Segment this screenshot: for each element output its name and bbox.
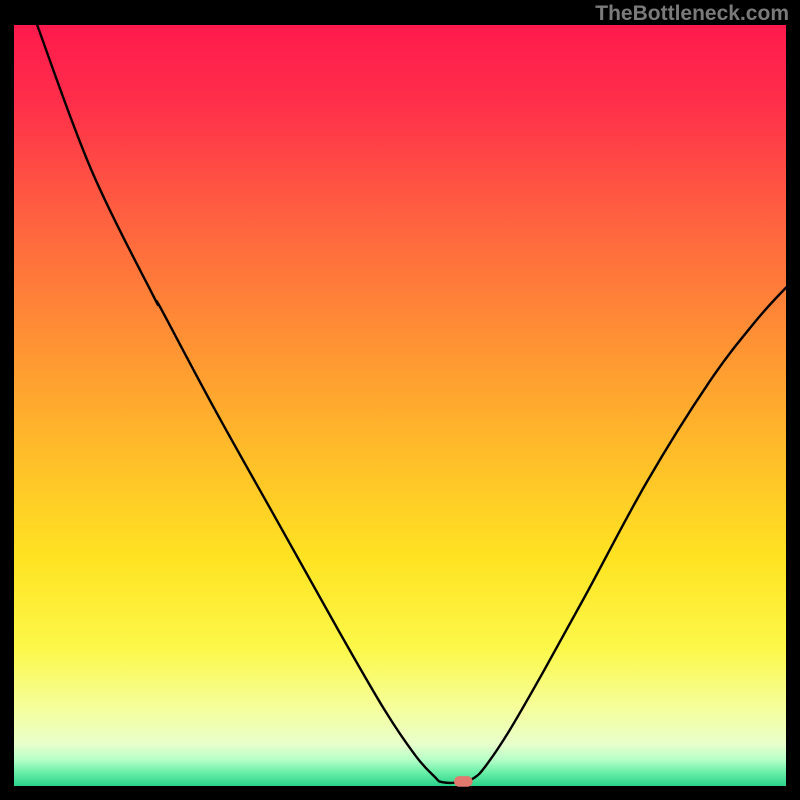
chart-svg <box>0 0 800 800</box>
chart-container: TheBottleneck.com <box>0 0 800 800</box>
optimal-marker <box>454 776 473 787</box>
watermark-text: TheBottleneck.com <box>595 2 789 26</box>
gradient-background <box>14 25 786 786</box>
